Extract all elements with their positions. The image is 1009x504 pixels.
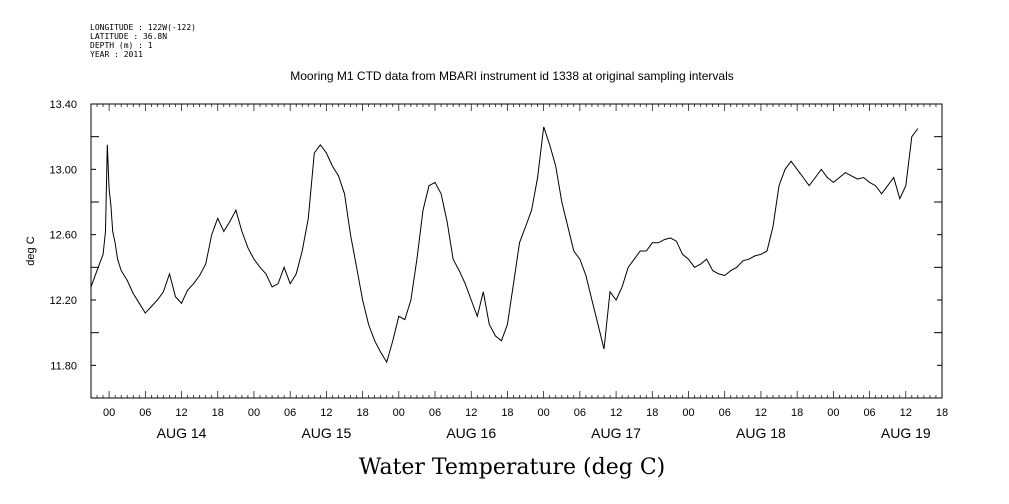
x-tick-label: 06 (429, 407, 441, 419)
y-tick-label: 11.80 (50, 360, 77, 372)
y-tick-label: 13.00 (49, 164, 77, 176)
x-tick-label: 12 (610, 407, 622, 419)
x-tick-label: 18 (646, 407, 658, 419)
latitude-label: LATITUDE : 36.8N (90, 32, 167, 41)
y-tick-label: 12.60 (49, 230, 77, 242)
depth-label: DEPTH (m) : 1 (90, 41, 153, 50)
x-tick-label: 12 (175, 407, 187, 419)
temperature-series-line (90, 126, 919, 364)
x-tick-label: 06 (284, 407, 296, 419)
x-tick-label: 18 (212, 407, 224, 419)
chart-title: Mooring M1 CTD data from MBARI instrumen… (290, 69, 734, 83)
y-tick-label: 13.40 (49, 99, 77, 111)
day-label: AUG 18 (736, 425, 786, 441)
x-tick-label: 18 (936, 407, 948, 419)
x-tick-label: 06 (574, 407, 586, 419)
y-tick-label: 12.20 (49, 295, 77, 307)
x-tick-label: 00 (248, 407, 260, 419)
x-tick-label: 12 (320, 407, 332, 419)
x-tick-label: 06 (719, 407, 731, 419)
x-tick-label: 00 (538, 407, 550, 419)
x-tick-label: 00 (103, 407, 115, 419)
plot-frame (90, 103, 943, 399)
x-tick-label: 00 (393, 407, 405, 419)
longitude-label: LONGITUDE : 122W(-122) (90, 23, 196, 32)
day-label: AUG 17 (591, 425, 641, 441)
series-group (90, 126, 919, 364)
day-label: AUG 15 (301, 425, 351, 441)
day-label: AUG 16 (446, 425, 496, 441)
x-tick-label: 00 (827, 407, 839, 419)
x-tick-label: 12 (755, 407, 767, 419)
x-tick-label: 06 (139, 407, 151, 419)
x-tick-label: 18 (356, 407, 368, 419)
x-axis-title: Water Temperature (deg C) (359, 455, 666, 480)
x-tick-label: 18 (791, 407, 803, 419)
year-label: YEAR : 2011 (90, 50, 143, 59)
day-label: AUG 14 (157, 425, 207, 441)
y-axis-label: deg C (25, 236, 37, 265)
x-axis: 00 06 12 18 00 06 12 18 00 06 12 18 00 06 12 18 00 06 12 18… (90, 104, 948, 441)
day-label: AUG 19 (881, 425, 931, 441)
x-tick-label: 12 (465, 407, 477, 419)
x-tick-label: 18 (501, 407, 513, 419)
x-tick-label: 12 (900, 407, 912, 419)
y-axis: 13.40 13.00 12.60 12.20 11.80 (49, 99, 942, 399)
x-tick-label: 06 (863, 407, 875, 419)
x-tick-label: 00 (682, 407, 694, 419)
